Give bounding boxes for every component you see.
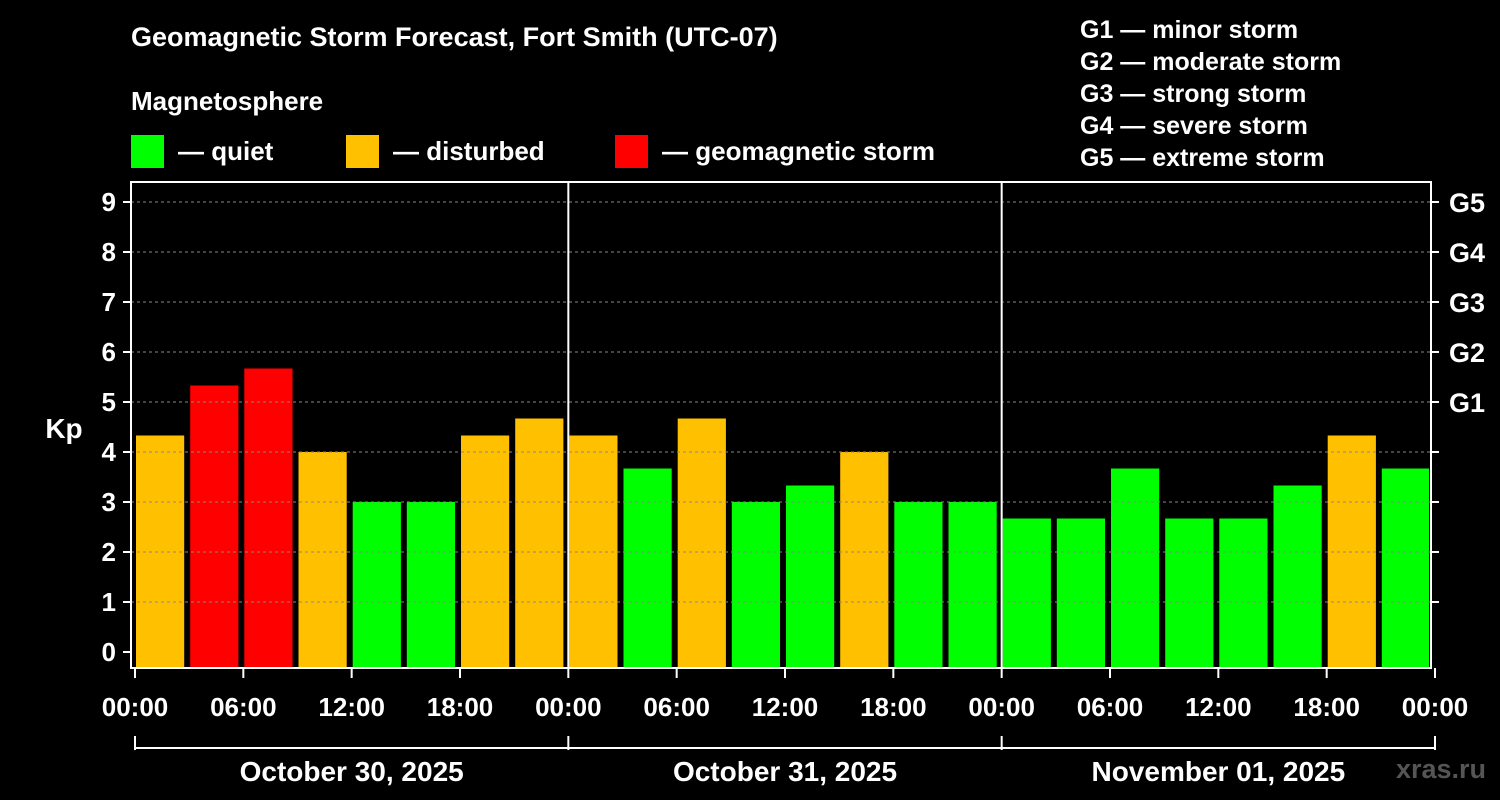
y-tick-label: 6 [102, 337, 116, 367]
y-tick-label: 8 [102, 237, 116, 267]
kp-bar [1273, 485, 1322, 668]
x-tick-label: 06:00 [643, 692, 710, 722]
plot-frame [130, 181, 1432, 669]
legend-swatch-storm [615, 134, 648, 168]
x-tick-label: 18:00 [427, 692, 494, 722]
legend-label-quiet: — quiet [178, 135, 274, 166]
legend-swatch-disturbed [346, 134, 379, 168]
legend-swatch-quiet [131, 134, 164, 168]
day-label: October 30, 2025 [240, 756, 464, 787]
kp-bar [1165, 518, 1214, 668]
x-tick-label: 12:00 [1185, 692, 1252, 722]
x-tick-label: 00:00 [102, 692, 169, 722]
kp-bar [1381, 468, 1429, 668]
legend-label-disturbed: — disturbed [393, 135, 545, 166]
legend-label-storm: — geomagnetic storm [662, 135, 936, 166]
g-scale-g5: G5 — extreme storm [1080, 144, 1325, 172]
kp-bar [1002, 518, 1051, 668]
kp-bar [406, 502, 455, 668]
y-tick-label: 9 [102, 187, 116, 217]
kp-bar [948, 502, 997, 668]
g-scale-g3: G3 — strong storm [1080, 80, 1307, 108]
kp-bar [244, 368, 293, 668]
kp-bar [731, 502, 780, 668]
x-tick-label: 06:00 [1077, 692, 1144, 722]
kp-bar [894, 502, 943, 668]
x-tick-label: 00:00 [968, 692, 1035, 722]
kp-bar [1056, 518, 1105, 668]
kp-bar [623, 468, 672, 668]
kp-bar [352, 502, 401, 668]
y-tick-label: 4 [102, 437, 117, 467]
y-tick-label: 0 [102, 637, 116, 667]
kp-bar [840, 452, 889, 668]
watermark: xras.ru [1395, 754, 1486, 784]
g-scale-g1: G1 — minor storm [1080, 16, 1299, 44]
y-tick-label: 1 [102, 587, 116, 617]
legend-item-quiet: — quiet [131, 134, 273, 168]
y-tick-label: 5 [102, 387, 116, 417]
x-tick-label: 18:00 [860, 692, 927, 722]
x-tick-label: 18:00 [1293, 692, 1360, 722]
x-tick-label: 00:00 [535, 692, 602, 722]
y-tick-label: 3 [102, 487, 116, 517]
legend-item-storm: — geomagnetic storm [615, 134, 935, 168]
kp-bar [1111, 468, 1160, 668]
x-tick-label: 00:00 [1402, 692, 1469, 722]
chart-title: Geomagnetic Storm Forecast, Fort Smith (… [131, 22, 778, 52]
g-level-label: G5 [1449, 188, 1485, 218]
g-scale-g4: G4 — severe storm [1080, 112, 1308, 140]
y-axis-label: Kp [45, 413, 82, 444]
g-level-label: G1 [1449, 388, 1485, 418]
kp-bar [786, 485, 835, 668]
kp-bar [298, 452, 347, 668]
y-tick-label: 2 [102, 537, 116, 567]
y-tick-label: 7 [102, 287, 116, 317]
day-label: November 01, 2025 [1091, 756, 1345, 787]
g-level-label: G4 [1449, 238, 1485, 268]
g-scale-g2: G2 — moderate storm [1080, 48, 1342, 76]
x-tick-label: 12:00 [752, 692, 819, 722]
x-tick-label: 06:00 [210, 692, 277, 722]
kp-bar [1219, 518, 1268, 668]
day-label: October 31, 2025 [673, 756, 897, 787]
kp-bar [677, 418, 726, 668]
kp-bar [515, 418, 564, 668]
legend-item-disturbed: — disturbed [346, 134, 545, 168]
x-tick-label: 12:00 [318, 692, 385, 722]
g-level-label: G3 [1449, 288, 1485, 318]
kp-bar [190, 385, 239, 668]
g-level-label: G2 [1449, 338, 1485, 368]
g-scale-list: G1 — minor storm G2 — moderate storm G3 … [1080, 14, 1341, 174]
legend-heading: Magnetosphere [131, 86, 324, 116]
